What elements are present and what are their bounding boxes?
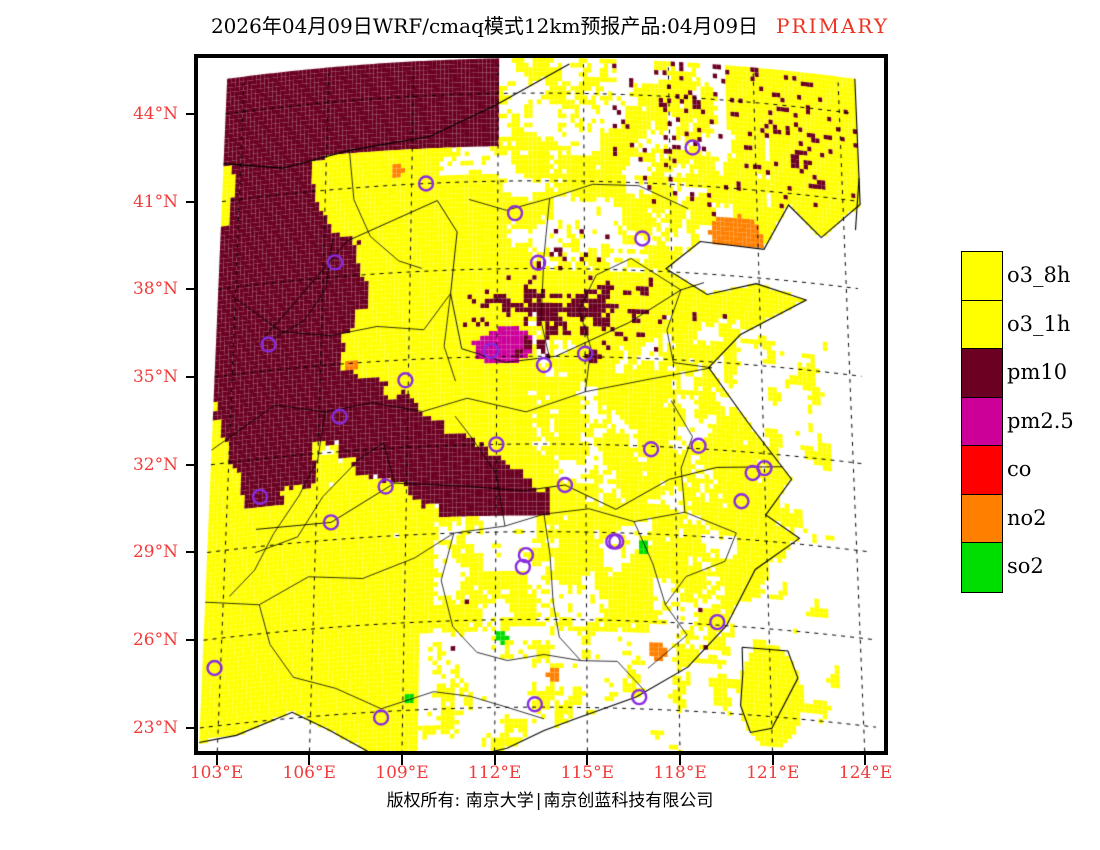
y-axis-tick-label: 44°N <box>132 103 178 124</box>
x-axis-tick <box>493 755 496 765</box>
legend-label-co: co <box>1007 457 1032 481</box>
y-axis-tick-label: 38°N <box>132 279 178 300</box>
legend-swatch-co <box>962 446 1002 495</box>
legend-label-o3-1h: o3_1h <box>1007 311 1071 336</box>
x-axis-tick-label: 112°E <box>467 763 522 783</box>
y-axis-tick <box>186 288 198 291</box>
footer-separator: | <box>535 791 542 811</box>
legend-swatch-so2 <box>962 543 1002 592</box>
x-axis-tick <box>679 755 682 765</box>
y-axis-tick-label: 32°N <box>132 454 178 475</box>
y-axis-tick-label: 35°N <box>132 367 178 388</box>
title-text: 2026年04月09日WRF/cmaq模式12km预报产品:04月09日 <box>210 14 759 38</box>
x-axis-tick <box>215 755 218 765</box>
y-axis-tick <box>186 376 198 379</box>
title-primary-flag: PRIMARY <box>776 14 890 38</box>
x-axis-tick-label: 103°E <box>189 763 244 783</box>
legend-label-pm2-5: pm2.5 <box>1007 408 1074 433</box>
y-axis-tick-label: 23°N <box>132 717 178 738</box>
legend-swatch-pm2-5 <box>962 397 1002 446</box>
x-axis-tick-label: 115°E <box>560 763 615 783</box>
x-axis-tick-label: 118°E <box>653 763 707 783</box>
y-axis-tick-label: 26°N <box>132 630 178 651</box>
x-axis-tick-label: 106°E <box>282 763 336 783</box>
legend-label-so2: so2 <box>1007 554 1044 578</box>
footer: 版权所有: 南京大学 | 南京创蓝科技有限公司 <box>0 786 1100 811</box>
legend-label-no2: no2 <box>1007 505 1047 530</box>
page-title: 2026年04月09日WRF/cmaq模式12km预报产品:04月09日 PRIM… <box>0 10 1100 39</box>
x-axis-tick <box>308 755 311 765</box>
y-axis-tick-label: 29°N <box>132 542 178 563</box>
legend-swatch-o3-1h <box>962 300 1002 349</box>
y-axis-tick <box>186 639 198 642</box>
x-axis-tick <box>400 755 403 765</box>
map-plot-frame <box>194 54 888 755</box>
y-axis-tick <box>186 726 198 729</box>
legend-label-column: o3_8h o3_1h pm10 pm2.5 co no2 so2 <box>1007 251 1074 591</box>
x-axis-tick-label: 109°E <box>375 763 429 783</box>
y-axis-tick <box>186 463 198 466</box>
x-axis-tick-label: 124°E <box>838 763 893 783</box>
legend-swatch-o3-8h <box>962 252 1002 301</box>
y-axis-tick <box>186 551 198 554</box>
x-axis-tick <box>771 755 774 765</box>
x-axis-tick <box>864 755 867 765</box>
legend-label-o3-8h: o3_8h <box>1007 263 1071 287</box>
legend-swatch-column <box>961 251 1003 593</box>
y-axis-tick <box>186 200 198 203</box>
legend-swatch-pm10 <box>962 349 1002 398</box>
x-axis-tick <box>586 755 589 765</box>
map-canvas[interactable] <box>198 58 884 751</box>
legend-swatch-no2 <box>962 494 1002 543</box>
x-axis-tick-label: 121°E <box>746 763 800 783</box>
footer-copyright: 版权所有: 南京大学 <box>386 791 534 811</box>
legend-label-pm10: pm10 <box>1007 360 1068 384</box>
y-axis-tick <box>186 112 198 115</box>
y-axis-tick-label: 41°N <box>132 191 178 212</box>
footer-company: 南京创蓝科技有限公司 <box>543 791 714 811</box>
